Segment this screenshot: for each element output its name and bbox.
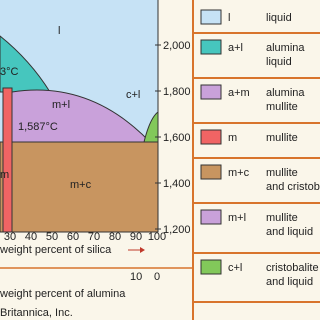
arrow-head: [140, 247, 145, 253]
legend-text: liquid: [266, 56, 292, 68]
legend-text: cristobalite: [266, 262, 319, 274]
legend-text: and liquid: [266, 226, 313, 238]
region-label: c+l: [126, 89, 140, 101]
region-label: l: [58, 25, 60, 37]
alumina-tick: 0: [154, 271, 160, 283]
region-label: m+l: [52, 99, 70, 111]
legend-text: mullite: [266, 167, 298, 179]
legend-swatch: [200, 39, 222, 55]
temperature-tick: 1,800: [163, 86, 191, 98]
silica-tick: 80: [109, 231, 121, 243]
legend-symbol: a+l: [228, 42, 243, 54]
mullite-region: [2, 87, 13, 233]
legend-swatch: [200, 84, 222, 100]
legend-symbol: m: [228, 132, 237, 144]
credit: Britannica, Inc.: [0, 307, 73, 319]
region-label: m: [0, 169, 9, 181]
mullite-cristobalite-region: [0, 141, 159, 233]
legend-swatch: [200, 164, 222, 180]
legend-symbol: l: [228, 12, 230, 24]
legend-text: alumina: [266, 87, 305, 99]
legend-text: mullite: [266, 101, 298, 113]
silica-tick: 50: [46, 231, 58, 243]
legend-text: alumina: [266, 42, 305, 54]
legend-swatch: [200, 259, 222, 275]
temperature-tick: 2,000: [163, 40, 191, 52]
silica-tick: 100: [148, 231, 166, 243]
silica-tick: 60: [67, 231, 79, 243]
legend-text: mullite: [266, 132, 298, 144]
legend-symbol: m+l: [228, 212, 246, 224]
legend-swatch: [200, 129, 222, 145]
legend-symbol: a+m: [228, 87, 250, 99]
legend-symbol: m+c: [228, 167, 250, 179]
region-label: 3°C: [0, 66, 19, 78]
alumina-tick: 10: [130, 271, 142, 283]
silica-tick: 30: [4, 231, 16, 243]
silica-tick: 70: [88, 231, 100, 243]
legend-text: liquid: [266, 12, 292, 24]
silica-tick: 40: [25, 231, 37, 243]
legend-swatch: [200, 9, 222, 25]
legend-text: and liquid: [266, 276, 313, 288]
temperature-tick: 1,200: [163, 224, 191, 236]
silica-tick: 90: [130, 231, 142, 243]
region-label: m+c: [70, 179, 92, 191]
axis-label: weight percent of alumina: [0, 288, 126, 300]
legend-text: and cristobalite: [266, 181, 320, 193]
region-label: 1,587°C: [18, 121, 58, 133]
temperature-tick: 1,400: [163, 178, 191, 190]
axis-label: weight percent of silica: [0, 244, 112, 256]
temperature-tick: 1,600: [163, 132, 191, 144]
legend-symbol: c+l: [228, 262, 242, 274]
legend-swatch: [200, 209, 222, 225]
legend-text: mullite: [266, 212, 298, 224]
